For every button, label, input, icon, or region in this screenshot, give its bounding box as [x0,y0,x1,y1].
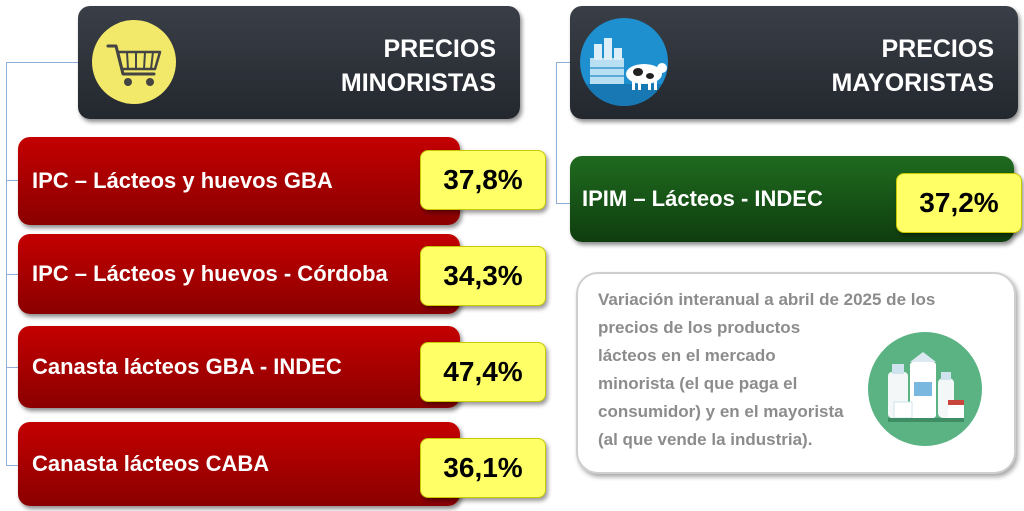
wholesale-value-ipim: 37,2% [896,173,1022,233]
note-line: minorista (el que paga el [598,374,798,393]
dairy-factory-cow-icon [580,18,668,106]
shopping-cart-icon [92,20,176,104]
explanation-text: Variación interanual a abril de 2025 de … [598,286,935,454]
retail-item-ipc-cordoba: IPC – Lácteos y huevos - Córdoba [18,234,460,314]
retail-prices-header: PRECIOS MINORISTAS [78,6,520,119]
retail-item-canasta-gba: Canasta lácteos GBA - INDEC [18,326,460,408]
retail-item-label: IPC – Lácteos y huevos - Córdoba [32,261,388,286]
retail-value-ipc-cordoba: 34,3% [420,246,546,306]
wholesale-title-line-1: PRECIOS [881,35,994,63]
note-line: precios de los productos [598,318,801,337]
wholesale-prices-header: PRECIOS MAYORISTAS [570,6,1018,119]
retail-prices-title: PRECIOS MINORISTAS [341,32,496,100]
retail-connector-tick-3 [6,367,18,368]
dairy-products-icon [868,332,982,446]
retail-connector-line [6,62,79,466]
retail-value-canasta-caba: 36,1% [420,438,546,498]
retail-title-line-1: PRECIOS [383,35,496,63]
note-line: Variación interanual a abril de 2025 de … [598,290,936,309]
retail-title-line-2: MINORISTAS [340,69,496,97]
retail-connector-tick-2 [6,274,18,275]
note-line: lácteos en el mercado [598,346,776,365]
retail-item-label: Canasta lácteos GBA - INDEC [32,354,342,379]
retail-item-label: IPC – Lácteos y huevos GBA [32,168,333,193]
wholesale-title-line-2: MAYORISTAS [831,69,994,97]
retail-item-ipc-gba: IPC – Lácteos y huevos GBA [18,137,460,225]
wholesale-connector-line [556,62,571,204]
retail-value-canasta-gba: 47,4% [420,342,546,402]
retail-item-label: Canasta lácteos CABA [32,451,270,476]
retail-connector-tick-4 [6,465,18,466]
retail-value-ipc-gba: 37,8% [420,150,546,210]
wholesale-prices-title: PRECIOS MAYORISTAS [831,32,994,100]
explanation-note: Variación interanual a abril de 2025 de … [576,272,1016,474]
wholesale-item-label: IPIM – Lácteos - INDEC [582,186,823,211]
note-line: (al que vende la industria). [598,430,813,449]
retail-item-canasta-caba: Canasta lácteos CABA [18,422,460,506]
retail-connector-tick-1 [6,180,18,181]
note-line: consumidor) y en el mayorista [598,402,844,421]
